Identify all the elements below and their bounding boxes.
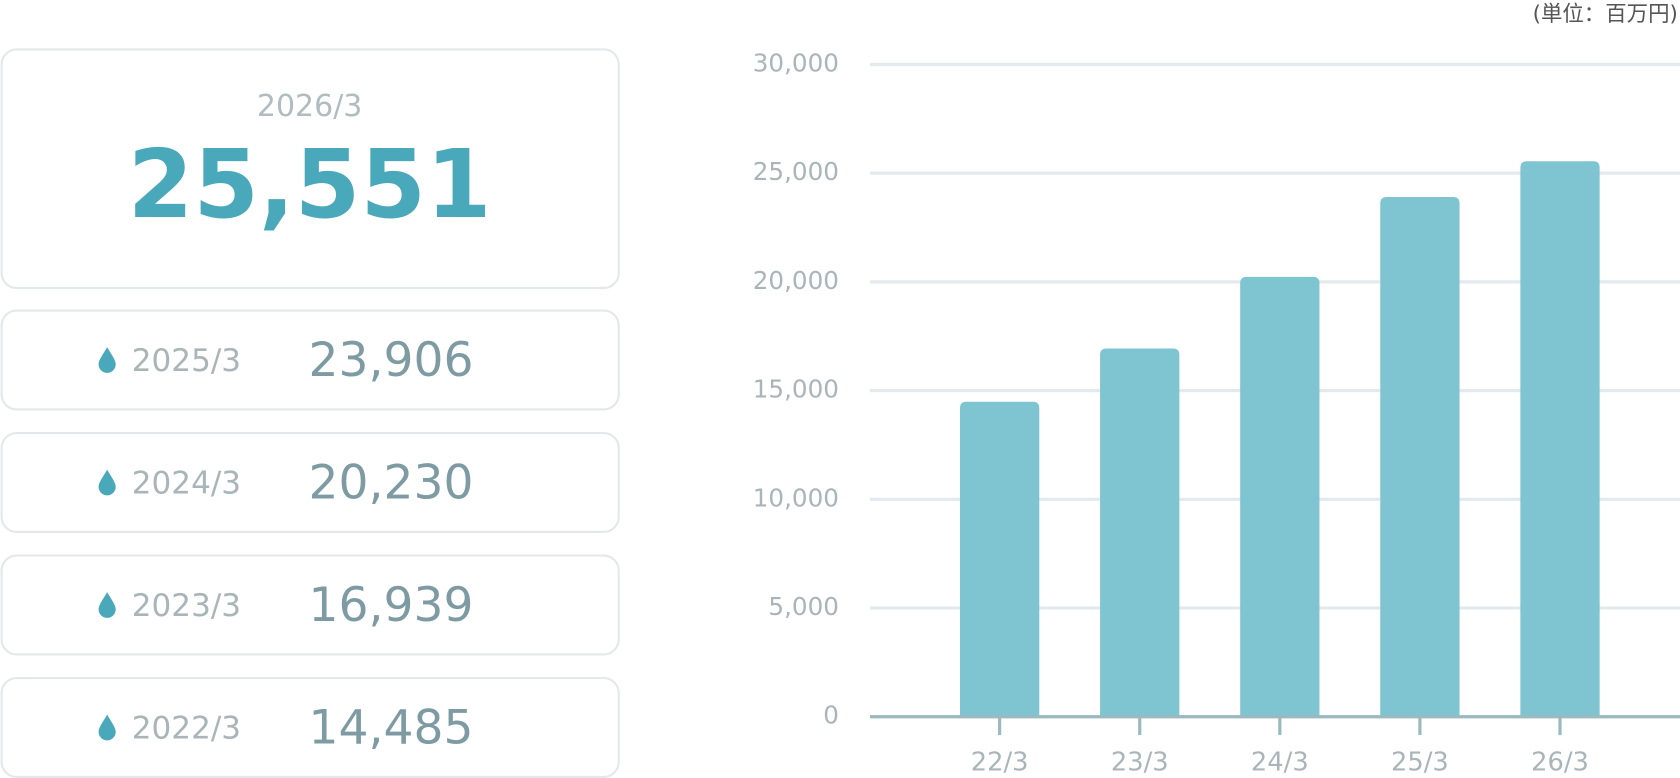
x-tick-label: 25/3 (1391, 747, 1449, 777)
card-year: 2024/3 (132, 466, 241, 502)
card (0, 309, 620, 411)
y-tick-label: 15,000 (753, 375, 839, 404)
y-tick-label: 10,000 (753, 483, 839, 512)
card-year: 2026/3 (257, 89, 363, 124)
bar (1380, 196, 1460, 717)
y-tick-label: 5,000 (768, 592, 838, 621)
x-tick-label: 24/3 (1251, 747, 1309, 777)
card (0, 431, 620, 533)
drop-icon (98, 469, 116, 496)
x-tick-label: 26/3 (1531, 747, 1589, 777)
bar (1240, 276, 1320, 717)
y-tick-label: 0 (823, 701, 839, 730)
card-year: 2023/3 (132, 588, 241, 624)
x-tick-label: 22/3 (971, 747, 1029, 777)
card-year: 2025/3 (132, 343, 241, 379)
card-year: 2022/3 (132, 711, 241, 747)
drop-icon (98, 714, 116, 741)
drop-icon (98, 347, 116, 373)
card-value: 20,230 (309, 456, 474, 511)
y-tick-label: 20,000 (753, 266, 839, 295)
bar (1520, 161, 1600, 717)
card-value: 25,551 (128, 130, 492, 240)
y-tick-label: 25,000 (753, 157, 839, 186)
card (0, 554, 620, 656)
card (0, 676, 620, 778)
bar (1100, 348, 1180, 717)
card (0, 48, 620, 290)
card-value: 23,906 (309, 333, 474, 388)
bar (960, 401, 1040, 717)
x-tick-label: 23/3 (1111, 747, 1169, 777)
unit-label: (単位：百万円) (1533, 2, 1678, 27)
card-value: 16,939 (309, 578, 474, 633)
drop-icon (98, 592, 116, 618)
card-value: 14,485 (309, 701, 474, 756)
y-tick-label: 30,000 (753, 48, 839, 77)
